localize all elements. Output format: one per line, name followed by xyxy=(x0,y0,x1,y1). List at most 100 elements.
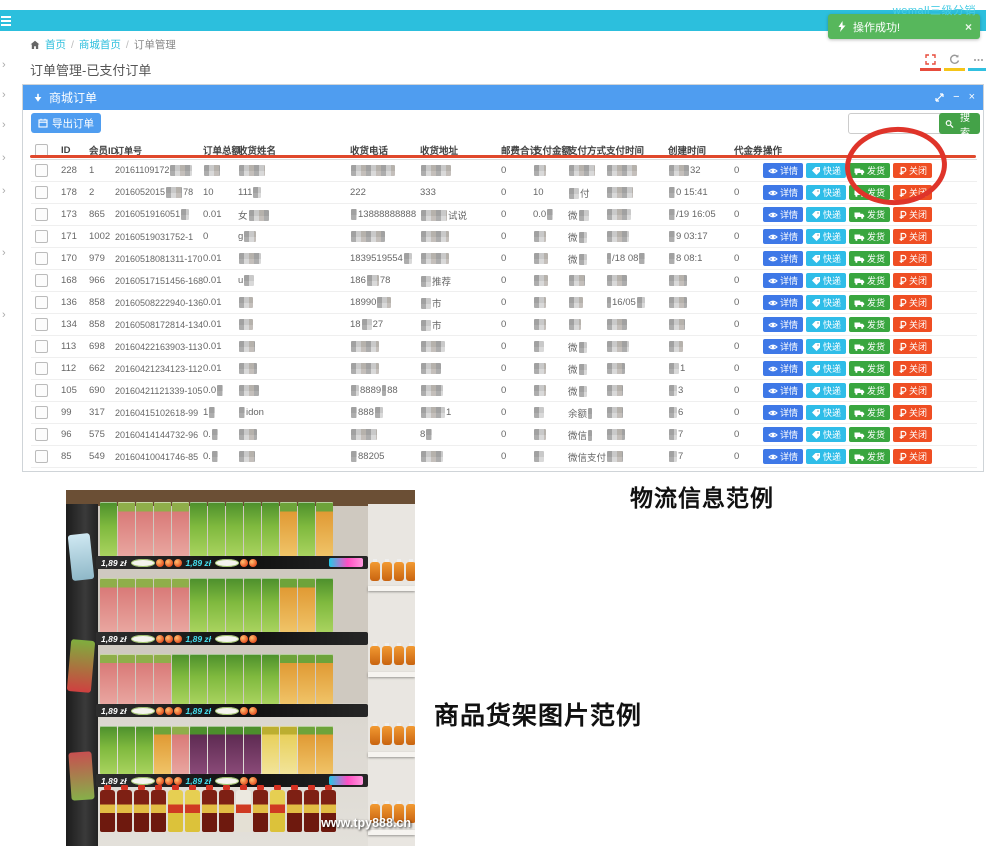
table-cell: 0 xyxy=(730,385,759,396)
detail-button[interactable]: 详情 xyxy=(763,405,804,420)
detail-button[interactable]: 详情 xyxy=(763,361,804,376)
detail-button[interactable]: 详情 xyxy=(763,207,804,222)
close-button[interactable]: 关闭 xyxy=(893,339,933,354)
ship-button[interactable]: 发货 xyxy=(849,273,891,288)
row-checkbox[interactable] xyxy=(35,274,48,287)
sidebar-chevron-icon[interactable]: › xyxy=(2,89,6,101)
detail-button[interactable]: 详情 xyxy=(763,317,804,332)
breadcrumb-home[interactable]: 首页 xyxy=(45,39,66,51)
ship-button[interactable]: 发货 xyxy=(849,427,891,442)
express-button[interactable]: 快递 xyxy=(806,317,847,332)
search-button[interactable]: 搜索 xyxy=(939,113,980,139)
express-button[interactable]: 快递 xyxy=(806,339,847,354)
ship-button[interactable]: 发货 xyxy=(849,163,891,178)
express-button[interactable]: 快递 xyxy=(806,273,847,288)
express-button[interactable]: 快递 xyxy=(806,229,847,244)
express-button[interactable]: 快递 xyxy=(806,251,847,266)
close-button[interactable]: 关闭 xyxy=(893,229,933,244)
detail-button[interactable]: 详情 xyxy=(763,339,804,354)
ship-button[interactable]: 发货 xyxy=(849,361,891,376)
close-button[interactable]: 关闭 xyxy=(893,361,933,376)
detail-button[interactable]: 详情 xyxy=(763,427,804,442)
express-button[interactable]: 快递 xyxy=(806,361,847,376)
row-checkbox[interactable] xyxy=(35,252,48,265)
ship-button[interactable]: 发货 xyxy=(849,449,891,464)
sidebar-chevron-icon[interactable]: › xyxy=(2,59,6,71)
express-button[interactable]: 快递 xyxy=(806,427,847,442)
collapse-icon[interactable] xyxy=(968,54,986,73)
close-icon[interactable]: × xyxy=(968,91,975,103)
close-button[interactable]: 关闭 xyxy=(893,317,933,332)
express-button[interactable]: 快递 xyxy=(806,163,847,178)
ship-button[interactable]: 发货 xyxy=(849,405,891,420)
express-button[interactable]: 快递 xyxy=(806,383,847,398)
ship-button[interactable]: 发货 xyxy=(849,295,891,310)
row-checkbox[interactable] xyxy=(35,428,48,441)
close-button[interactable]: 关闭 xyxy=(893,295,933,310)
row-checkbox[interactable] xyxy=(35,406,48,419)
row-checkbox[interactable] xyxy=(35,340,48,353)
peach-image xyxy=(249,706,258,715)
detail-button[interactable]: 详情 xyxy=(763,295,804,310)
close-button[interactable]: 关闭 xyxy=(893,251,933,266)
ship-button[interactable]: 发货 xyxy=(849,339,891,354)
ship-button[interactable]: 发货 xyxy=(849,383,891,398)
close-button[interactable]: 关闭 xyxy=(893,427,933,442)
row-checkbox[interactable] xyxy=(35,296,48,309)
detail-button[interactable]: 详情 xyxy=(763,163,804,178)
close-button[interactable]: 关闭 xyxy=(893,185,933,200)
row-checkbox[interactable] xyxy=(35,362,48,375)
minimize-icon[interactable]: − xyxy=(953,91,960,103)
close-button[interactable]: 关闭 xyxy=(893,383,933,398)
express-button[interactable]: 快递 xyxy=(806,207,847,222)
row-checkbox[interactable] xyxy=(35,318,48,331)
row-checkbox[interactable] xyxy=(35,164,48,177)
export-orders-button[interactable]: 导出订单 xyxy=(31,113,101,133)
resize-icon[interactable] xyxy=(935,93,944,102)
row-checkbox[interactable] xyxy=(35,208,48,221)
detail-button[interactable]: 详情 xyxy=(763,273,804,288)
close-button[interactable]: 关闭 xyxy=(893,163,933,178)
sidebar-chevron-icon[interactable]: › xyxy=(2,119,6,131)
table-cell xyxy=(602,164,664,176)
row-checkbox[interactable] xyxy=(35,186,48,199)
sidebar-chevron-icon[interactable]: › xyxy=(2,152,6,164)
ship-button[interactable]: 发货 xyxy=(849,317,891,332)
detail-button[interactable]: 详情 xyxy=(763,251,804,266)
table-cell: 微 xyxy=(564,208,602,222)
detail-button[interactable]: 详情 xyxy=(763,449,804,464)
detail-button[interactable]: 详情 xyxy=(763,229,804,244)
close-label: 关闭 xyxy=(909,342,928,352)
menu-toggle-icon[interactable] xyxy=(0,14,14,28)
sidebar-chevron-icon[interactable]: › xyxy=(2,185,6,197)
row-checkbox[interactable] xyxy=(35,450,48,463)
juice-carton xyxy=(280,654,297,704)
close-button[interactable]: 关闭 xyxy=(893,405,933,420)
search-input[interactable] xyxy=(848,113,944,134)
cell-text: 0 xyxy=(501,341,507,352)
sidebar-chevron-icon[interactable]: › xyxy=(2,247,6,259)
express-button[interactable]: 快递 xyxy=(806,449,847,464)
ship-button[interactable]: 发货 xyxy=(849,229,891,244)
ship-button[interactable]: 发货 xyxy=(849,207,891,222)
censored-blur xyxy=(534,428,546,440)
ship-button[interactable]: 发货 xyxy=(849,251,891,266)
refresh-icon[interactable] xyxy=(944,54,965,73)
ship-button[interactable]: 发货 xyxy=(849,185,891,200)
row-checkbox[interactable] xyxy=(35,230,48,243)
breadcrumb-mall[interactable]: 商城首页 xyxy=(78,39,121,51)
close-button[interactable]: 关闭 xyxy=(893,273,933,288)
detail-button[interactable]: 详情 xyxy=(763,383,804,398)
detail-button[interactable]: 详情 xyxy=(763,185,804,200)
express-button[interactable]: 快递 xyxy=(806,185,847,200)
express-button[interactable]: 快递 xyxy=(806,405,847,420)
close-button[interactable]: 关闭 xyxy=(893,207,933,222)
close-button[interactable]: 关闭 xyxy=(893,449,933,464)
express-button[interactable]: 快递 xyxy=(806,295,847,310)
censored-blur xyxy=(204,164,220,176)
toast-close-icon[interactable]: × xyxy=(964,19,972,34)
fullscreen-icon[interactable] xyxy=(920,54,941,73)
sidebar-chevron-icon[interactable]: › xyxy=(2,309,6,321)
row-checkbox[interactable] xyxy=(35,384,48,397)
table-cell: 134 xyxy=(57,319,85,330)
